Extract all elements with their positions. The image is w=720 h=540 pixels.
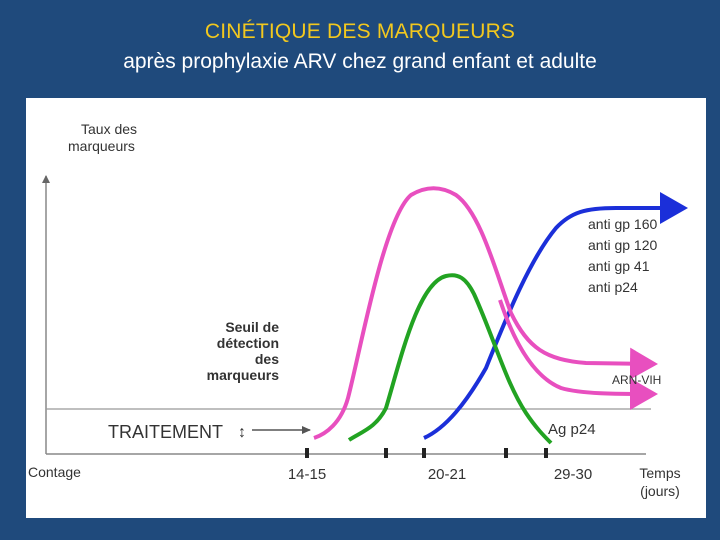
series-p24 <box>347 273 553 445</box>
x-origin-label: Contage <box>28 464 81 480</box>
threshold-label-1: Seuil de <box>225 319 279 335</box>
chart-panel: Taux des marqueurs Seuil de détection de… <box>26 98 706 518</box>
antibody-label-1: anti gp 160 <box>588 216 657 232</box>
treatment-symbol: ↕ <box>238 424 246 441</box>
x-tick <box>544 448 548 458</box>
kinetics-chart: Taux des marqueurs Seuil de détection de… <box>28 121 688 499</box>
slide-subtitle: après prophylaxie ARV chez grand enfant … <box>123 50 597 73</box>
y-axis-label-1: Taux des <box>81 121 137 137</box>
x-axis-label-2: (jours) <box>640 483 680 499</box>
treatment-label: TRAITEMENT <box>108 422 223 442</box>
threshold-label-3: des <box>255 351 279 367</box>
x-tick-label-1: 14-15 <box>288 466 326 483</box>
x-axis-label-1: Temps <box>639 465 680 481</box>
x-tick <box>305 448 309 458</box>
x-tick <box>422 448 426 458</box>
series-rna-main <box>313 186 658 440</box>
antibody-label-3: anti gp 41 <box>588 258 650 274</box>
x-tick-label-3: 29-30 <box>554 466 592 483</box>
antibody-label-2: anti gp 120 <box>588 237 657 253</box>
threshold-label-2: détection <box>217 335 279 351</box>
p24-label: Ag p24 <box>548 421 596 438</box>
x-tick-label-2: 20-21 <box>428 466 466 483</box>
series-rna-branch <box>498 299 658 410</box>
antibody-label-4: anti p24 <box>588 279 638 295</box>
x-tick <box>384 448 388 458</box>
y-axis-label-2: marqueurs <box>68 138 135 154</box>
threshold-label-4: marqueurs <box>207 367 280 383</box>
rna-label: ARN-VIH <box>612 373 661 387</box>
slide-title: CINÉTIQUE DES MARQUEURS <box>204 20 516 43</box>
x-tick <box>504 448 508 458</box>
series-antibodies <box>423 192 688 440</box>
